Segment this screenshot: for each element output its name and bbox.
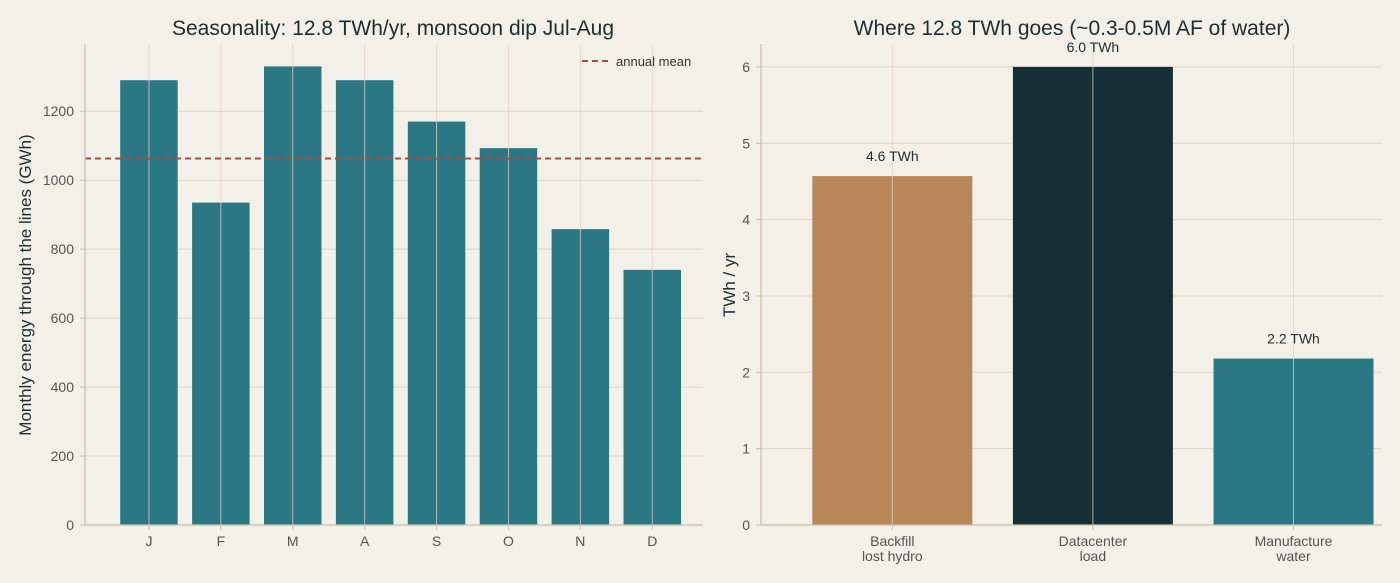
tick-labels: 0 200 400 600 800 1000 1200 J F M A S O N D — [43, 103, 657, 549]
x-tick-label: O — [503, 533, 514, 549]
y-tick-label: 5 — [742, 135, 750, 151]
legend: annual mean — [582, 54, 691, 69]
y-tick-label: 0 — [742, 517, 750, 533]
bar-value-label: 4.6 TWh — [866, 148, 919, 164]
y-tick-label: 1 — [742, 441, 750, 457]
x-tick-label: Backfill — [870, 533, 914, 549]
y-tick-label: 1200 — [43, 103, 74, 119]
chart-title: Where 12.8 TWh goes (~0.3-0.5M AF of wat… — [854, 17, 1291, 40]
x-tick-label: J — [145, 533, 152, 549]
x-tick-label: N — [575, 533, 585, 549]
y-tick-label: 1000 — [43, 172, 74, 188]
y-tick-label: 3 — [742, 288, 750, 304]
legend-label-annual-mean: annual mean — [616, 54, 691, 69]
bar-value-label: 6.0 TWh — [1067, 39, 1120, 55]
y-tick-label: 2 — [742, 364, 750, 380]
x-tick-label: lost hydro — [862, 548, 923, 564]
x-tick-label: S — [432, 533, 441, 549]
y-tick-label: 0 — [66, 517, 74, 533]
y-tick-label: 6 — [742, 59, 750, 75]
x-tick-label: Datacenter — [1059, 533, 1128, 549]
bars — [812, 44, 1374, 526]
x-tick-label: water — [1275, 548, 1311, 564]
x-tick-label: A — [360, 533, 370, 549]
bar-value-label: 2.2 TWh — [1267, 331, 1320, 347]
tick-labels: 0 1 2 3 4 5 6 4.6 TWh 6.0 TWh 2.2 TWh Backfilllost… — [742, 39, 1332, 564]
y-tick-label: 4 — [742, 212, 750, 228]
axes — [80, 44, 703, 530]
x-tick-label: Manufacture — [1255, 533, 1333, 549]
axes — [756, 44, 1382, 530]
y-tick-label: 600 — [51, 310, 75, 326]
x-tick-label: load — [1080, 548, 1106, 564]
y-tick-label: 400 — [51, 379, 75, 395]
bars — [120, 44, 681, 526]
y-tick-label: 200 — [51, 448, 75, 464]
y-axis-label: TWh / yr — [720, 253, 739, 318]
allocation-chart: Where 12.8 TWh goes (~0.3-0.5M AF of wat… — [720, 17, 1382, 564]
y-axis-label: Monthly energy through the lines (GWh) — [16, 134, 35, 435]
y-tick-label: 800 — [51, 241, 75, 257]
x-tick-label: M — [287, 533, 299, 549]
x-tick-label: F — [217, 533, 226, 549]
chart-title: Seasonality: 12.8 TWh/yr, monsoon dip Ju… — [172, 17, 614, 40]
x-tick-label: D — [647, 533, 657, 549]
seasonality-chart: Seasonality: 12.8 TWh/yr, monsoon dip Ju… — [16, 17, 703, 549]
